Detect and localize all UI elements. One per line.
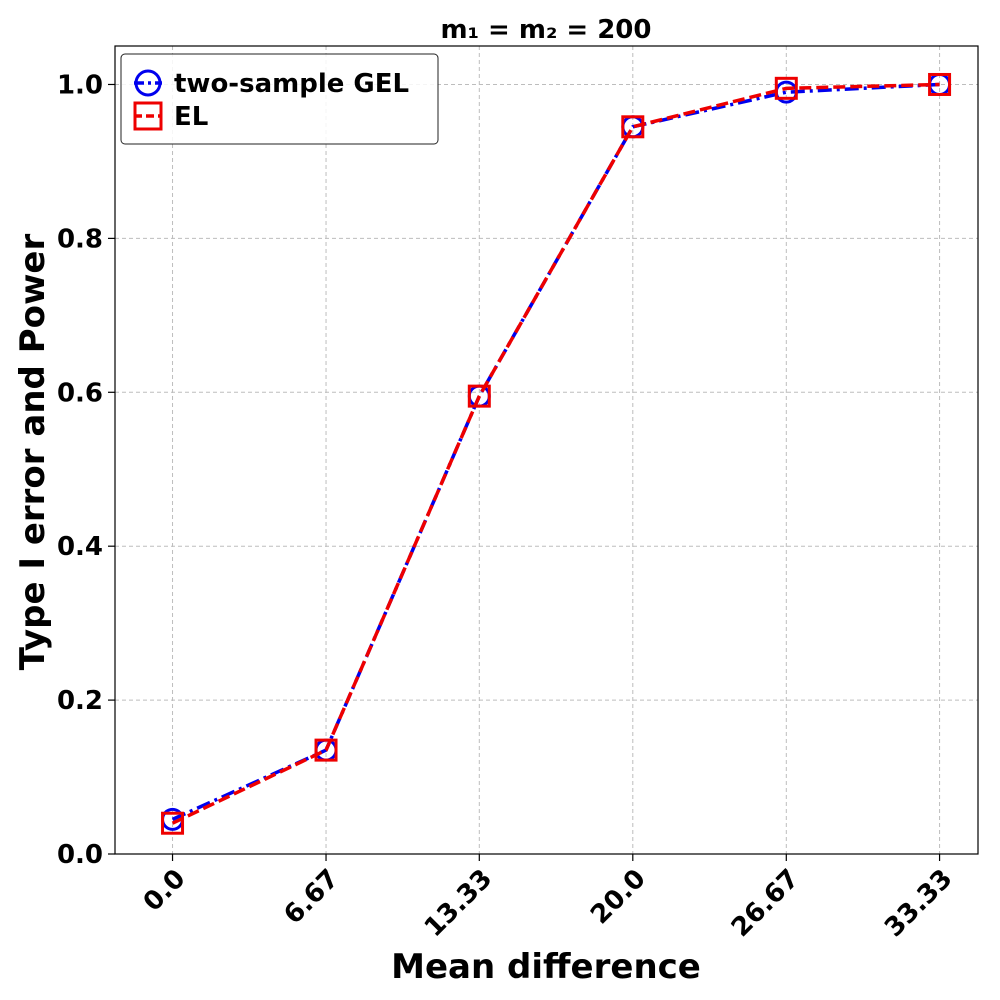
y-tick-label: 0.0 <box>57 840 103 870</box>
data-point-square <box>314 738 338 762</box>
data-point-square <box>774 76 798 100</box>
series-gel <box>161 72 952 831</box>
x-tick-label: 33.33 <box>879 864 958 943</box>
legend-entry: EL <box>133 101 208 132</box>
legend-marker-circle <box>134 69 162 97</box>
grid-layer <box>115 46 978 855</box>
x-tick-label: 0.0 <box>138 864 192 918</box>
y-axis-label: Type I error and Power <box>13 234 53 671</box>
plot-frame <box>114 45 979 855</box>
series-el <box>161 72 952 835</box>
y-tick-label: 0.6 <box>57 378 103 408</box>
legend-entry: two-sample GEL <box>134 69 409 99</box>
series-line <box>171 82 940 821</box>
legend-box <box>120 53 439 145</box>
y-tick-label: 0.8 <box>57 224 103 254</box>
x-tick-label: 13.33 <box>419 864 498 943</box>
series-layer <box>161 72 952 835</box>
chart-title: m₁ = m₂ = 200 <box>440 15 651 45</box>
y-tick-label: 0.4 <box>57 532 103 562</box>
legend-label: EL <box>174 102 208 132</box>
x-axis-label: Mean difference <box>391 947 701 987</box>
x-tick-label: 6.67 <box>278 864 345 931</box>
legend-marker-square <box>133 101 163 131</box>
data-point-square <box>621 115 645 139</box>
x-tick-label: 20.0 <box>585 864 652 931</box>
x-tick-label: 26.67 <box>726 864 805 943</box>
data-point-square <box>161 811 185 835</box>
series-line <box>171 82 940 825</box>
data-point-square <box>467 384 491 408</box>
legend-label: two-sample GEL <box>174 69 409 99</box>
data-point-square <box>928 72 952 96</box>
y-tick-label: 1.0 <box>57 70 103 100</box>
y-tick-label: 0.2 <box>57 686 103 716</box>
